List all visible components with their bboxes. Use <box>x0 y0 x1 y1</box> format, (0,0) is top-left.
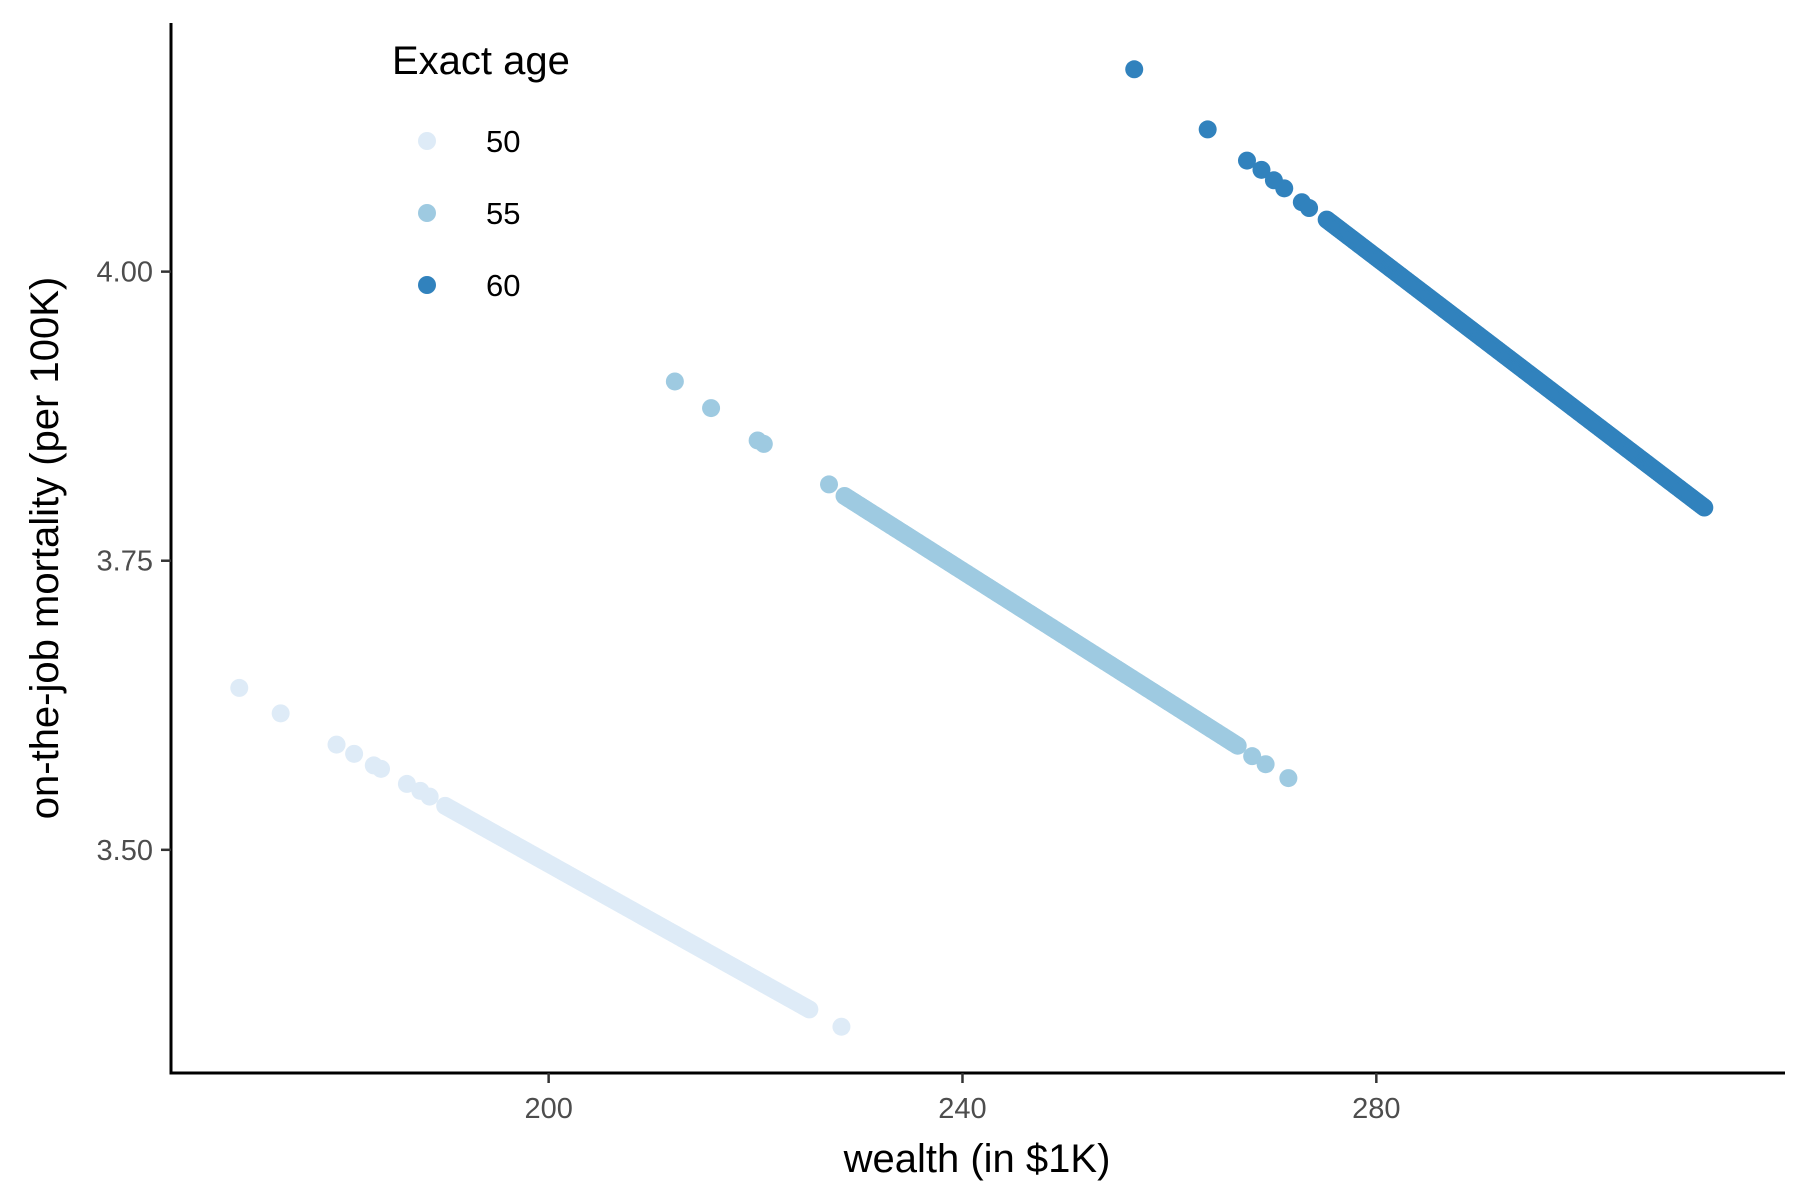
y-axis-ticks: 3.50 3.75 4.00 <box>97 257 171 867</box>
series-50 <box>230 678 851 1036</box>
x-tick-label: 280 <box>1352 1093 1400 1125</box>
data-point <box>230 678 249 697</box>
data-point <box>345 744 364 763</box>
data-point <box>420 787 439 806</box>
data-point <box>1275 179 1294 198</box>
data-point <box>800 1000 819 1019</box>
data-point <box>832 1017 851 1036</box>
legend-key <box>418 204 436 222</box>
data-point <box>1256 755 1275 774</box>
legend: Exact age 50 55 60 <box>392 39 570 303</box>
data-point <box>271 704 290 723</box>
legend-key <box>418 132 436 150</box>
data-point <box>1198 120 1217 139</box>
y-tick-label: 3.75 <box>97 546 153 578</box>
data-point <box>1279 769 1298 788</box>
x-tick-label: 200 <box>524 1093 572 1125</box>
data-point <box>702 399 721 418</box>
data-point <box>327 735 346 754</box>
data-point <box>1243 747 1262 766</box>
legend-items: 50 55 60 <box>418 124 520 303</box>
legend-title: Exact age <box>392 39 570 83</box>
data-point <box>372 759 391 778</box>
legend-label: 60 <box>486 268 520 303</box>
data-point <box>1252 160 1271 179</box>
legend-key <box>418 276 436 294</box>
points-layer <box>230 60 1714 1036</box>
y-axis-title: on-the-job mortality (per 100K) <box>23 277 67 819</box>
data-point <box>1125 60 1144 79</box>
x-axis-title: wealth (in $1K) <box>843 1137 1111 1181</box>
data-point <box>1300 199 1319 218</box>
data-point <box>1695 498 1714 517</box>
y-tick-label: 3.50 <box>97 835 153 867</box>
legend-label: 50 <box>486 124 520 159</box>
data-point <box>820 475 839 494</box>
data-point <box>1228 736 1247 755</box>
y-tick-label: 4.00 <box>97 257 153 289</box>
data-point <box>665 372 684 391</box>
x-tick-label: 240 <box>938 1093 986 1125</box>
data-point <box>397 774 416 793</box>
data-point <box>754 434 773 453</box>
series-60 <box>1125 60 1714 517</box>
legend-label: 55 <box>486 196 520 231</box>
x-axis-ticks: 200 240 280 <box>524 1073 1401 1125</box>
data-point <box>1238 151 1256 170</box>
series-55 <box>665 372 1298 788</box>
